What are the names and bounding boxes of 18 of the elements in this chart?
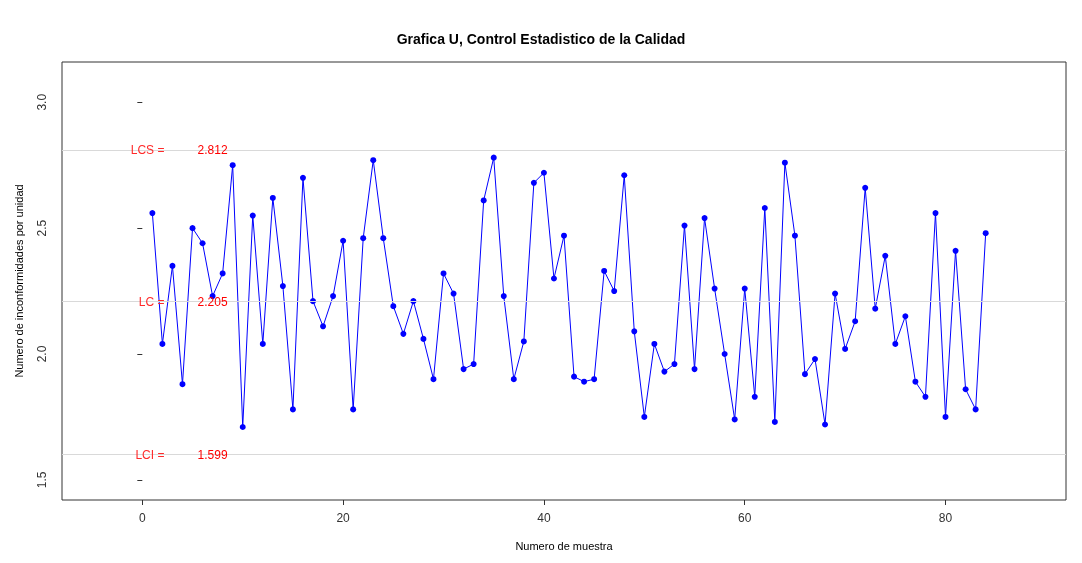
- x-tick-label: 60: [738, 511, 752, 525]
- annotation: 1.599: [197, 447, 228, 462]
- y-tick-label: 2.0: [35, 345, 49, 363]
- y-tick-label: 2.5: [35, 219, 49, 237]
- y-tick-label: 3.0: [35, 93, 49, 111]
- y-tick-label: 1.5: [35, 471, 49, 489]
- ref-line-label: LCS =: [130, 142, 165, 157]
- x-tick-label: 20: [336, 511, 351, 525]
- annotation: 2.205: [197, 295, 228, 310]
- y-axis-title: Numero de inconformidades por unidad: [12, 184, 25, 378]
- chart-title: Grafica U, Control Estadistico de la Calidad: [396, 31, 686, 47]
- x-tick-label: 40: [537, 511, 551, 525]
- annotation: 2.812: [197, 142, 228, 157]
- x-axis-title: Numero de muestra: [515, 539, 614, 552]
- x-tick-label: 0: [138, 511, 146, 525]
- ref-line-label: LCI =: [135, 447, 165, 462]
- x-tick-label: 80: [938, 511, 953, 525]
- ref-line-label: LC =: [138, 295, 165, 310]
